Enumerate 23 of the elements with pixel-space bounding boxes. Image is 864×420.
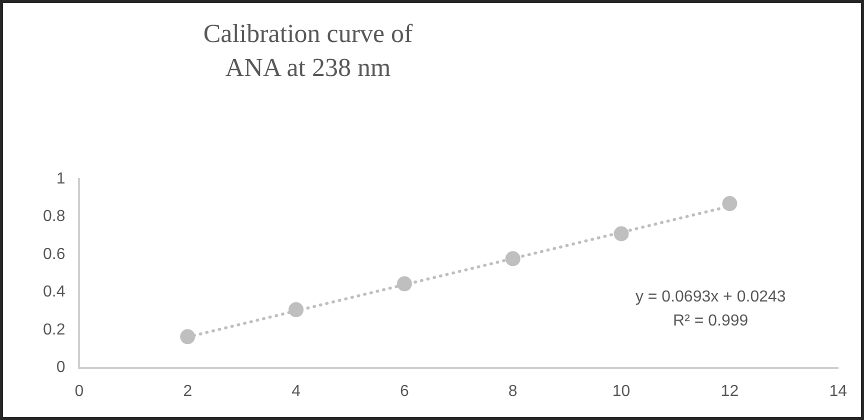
point bbox=[505, 251, 520, 266]
x-tick-label: 6 bbox=[400, 382, 410, 400]
x-tick-label: 8 bbox=[508, 382, 518, 400]
y-tick-label: 0.2 bbox=[42, 321, 66, 338]
point bbox=[614, 226, 629, 242]
y-tick-label: 1 bbox=[56, 170, 66, 188]
x-tick-label: 12 bbox=[720, 382, 739, 400]
chart-title: Calibration curve of ANA at 238 nm bbox=[202, 18, 414, 84]
point bbox=[396, 276, 412, 292]
point bbox=[722, 196, 738, 212]
x-tick-label: 4 bbox=[292, 382, 301, 400]
annotation: y = 0.0693x + 0.0243 bbox=[635, 288, 786, 306]
y-tick-label: 0.4 bbox=[42, 284, 66, 301]
point bbox=[180, 329, 196, 344]
y-tick-label: 0.8 bbox=[42, 208, 66, 226]
y-tick-label: 0.6 bbox=[42, 246, 66, 263]
annotation: R² = 0.999 bbox=[673, 312, 748, 330]
y-tick-label: 0 bbox=[56, 359, 66, 376]
x-tick-label: 0 bbox=[74, 382, 84, 400]
x-tick-label: 14 bbox=[829, 382, 848, 400]
x-tick-label: 2 bbox=[183, 382, 192, 400]
x-tick-label: 10 bbox=[612, 382, 630, 400]
point bbox=[288, 302, 304, 318]
